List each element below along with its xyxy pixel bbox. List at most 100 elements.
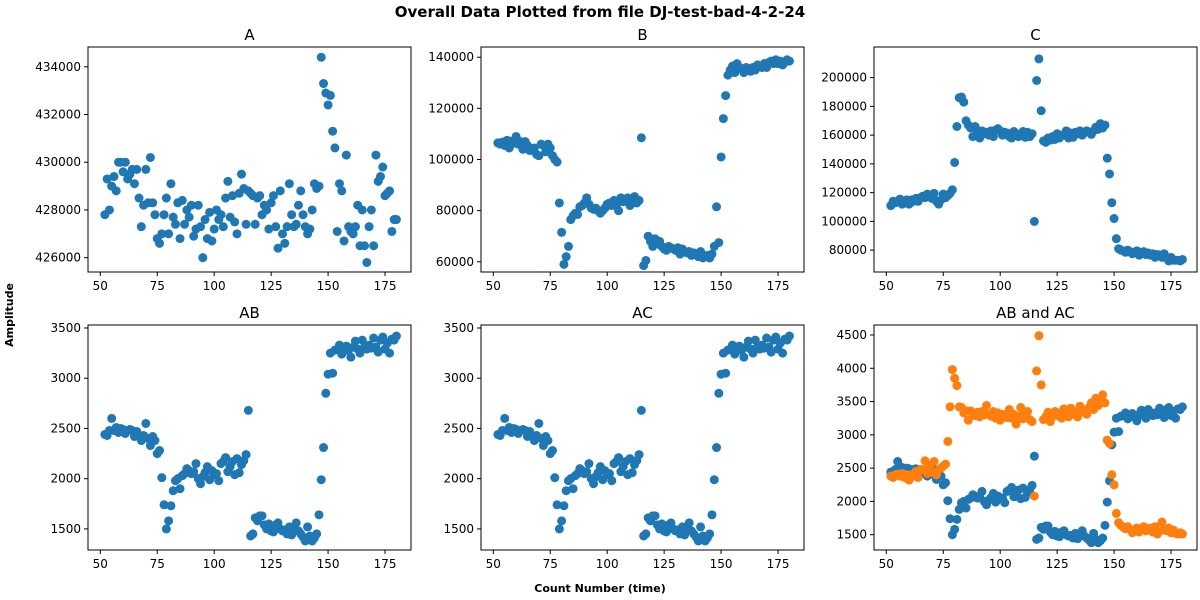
- data-point: [561, 486, 571, 496]
- data-point: [716, 152, 726, 162]
- data-point: [952, 381, 962, 391]
- data-point: [339, 236, 349, 246]
- data-point: [334, 179, 344, 189]
- data-point: [198, 253, 208, 263]
- data-point: [232, 229, 242, 239]
- data-point: [319, 79, 329, 89]
- data-point: [1171, 413, 1181, 423]
- data-point: [241, 219, 251, 229]
- data-point: [634, 450, 644, 460]
- y-tick-label: 1500: [50, 522, 81, 536]
- plot-area: [87, 46, 412, 273]
- data-point: [223, 176, 233, 186]
- data-point: [1029, 216, 1039, 226]
- y-tick-label: 200000: [821, 71, 867, 85]
- x-tick-label: 175: [1160, 279, 1183, 293]
- data-point: [1105, 438, 1115, 448]
- data-point: [373, 347, 383, 357]
- data-point: [1177, 529, 1187, 539]
- x-tick-label: 150: [1103, 279, 1126, 293]
- y-tick-label: 160000: [821, 128, 867, 142]
- data-point: [943, 496, 953, 506]
- data-point: [554, 524, 564, 534]
- x-tick-label: 150: [710, 279, 733, 293]
- data-point: [350, 336, 360, 346]
- y-tick-label: 1500: [443, 522, 474, 536]
- x-tick-label: 125: [260, 557, 283, 571]
- data-point: [582, 467, 592, 477]
- x-tick-label: 100: [596, 279, 619, 293]
- y-tick-label: 2000: [50, 472, 81, 486]
- data-point: [661, 527, 671, 537]
- data-point: [193, 200, 203, 210]
- data-point: [952, 514, 962, 524]
- data-point: [287, 210, 297, 220]
- data-point: [268, 527, 278, 537]
- x-tick-label: 125: [1046, 557, 1069, 571]
- data-point: [1029, 451, 1039, 461]
- data-point: [129, 179, 139, 189]
- data-point: [291, 518, 301, 528]
- data-point: [141, 164, 151, 174]
- data-point: [303, 522, 313, 532]
- x-tick-label: 150: [317, 557, 340, 571]
- data-point: [196, 222, 206, 232]
- subplot-4: AB 50 75 100 125 150 175 1500 2000 2500 3000 3500: [50, 304, 412, 571]
- x-tick-label: 175: [374, 557, 397, 571]
- y-tick-label: 120000: [821, 186, 867, 200]
- y-tick-label: 140000: [428, 50, 474, 64]
- data-point: [305, 224, 315, 234]
- x-tick-label: 100: [596, 557, 619, 571]
- data-point: [362, 257, 372, 267]
- data-point: [945, 514, 955, 524]
- data-point: [189, 231, 199, 241]
- data-point: [155, 446, 165, 456]
- data-point: [762, 333, 772, 343]
- data-point: [341, 150, 351, 160]
- data-point: [573, 209, 583, 219]
- data-point: [1029, 491, 1039, 501]
- data-point: [307, 205, 317, 215]
- x-tick-label: 100: [203, 279, 226, 293]
- y-tick-label: 120000: [428, 101, 474, 115]
- data-point: [557, 516, 567, 526]
- data-point: [1105, 169, 1115, 179]
- x-tick-label: 75: [936, 557, 951, 571]
- data-point: [714, 388, 724, 398]
- x-tick-label: 75: [150, 279, 165, 293]
- data-point: [1100, 520, 1110, 530]
- data-point: [1100, 398, 1110, 408]
- x-tick-label: 100: [989, 557, 1012, 571]
- plot-area: [480, 46, 805, 273]
- data-point: [614, 453, 624, 463]
- data-point: [1102, 497, 1112, 507]
- y-tick-label: 180000: [821, 99, 867, 113]
- x-tick-label: 75: [543, 557, 558, 571]
- data-point: [548, 446, 558, 456]
- y-tick-label: 4000: [836, 361, 867, 375]
- data-point: [175, 234, 185, 244]
- data-point: [712, 202, 722, 212]
- y-tick-label: 428000: [35, 203, 81, 217]
- data-point: [175, 484, 185, 494]
- data-point: [1100, 120, 1110, 130]
- data-point: [1036, 380, 1046, 390]
- data-point: [952, 122, 962, 132]
- data-point: [1027, 129, 1037, 139]
- y-tick-label: 4500: [836, 328, 867, 342]
- data-point: [104, 205, 114, 215]
- data-point: [614, 206, 624, 216]
- data-point: [1109, 214, 1119, 224]
- data-point: [950, 524, 960, 534]
- data-point: [947, 185, 957, 195]
- data-point: [196, 479, 206, 489]
- data-point: [234, 468, 244, 478]
- data-point: [1111, 508, 1121, 518]
- data-point: [534, 418, 544, 428]
- subplot-title: A: [244, 26, 255, 44]
- data-point: [718, 114, 728, 124]
- y-tick-label: 2500: [443, 421, 474, 435]
- data-point: [330, 143, 340, 153]
- data-point: [284, 179, 294, 189]
- y-tick-label: 1500: [836, 528, 867, 542]
